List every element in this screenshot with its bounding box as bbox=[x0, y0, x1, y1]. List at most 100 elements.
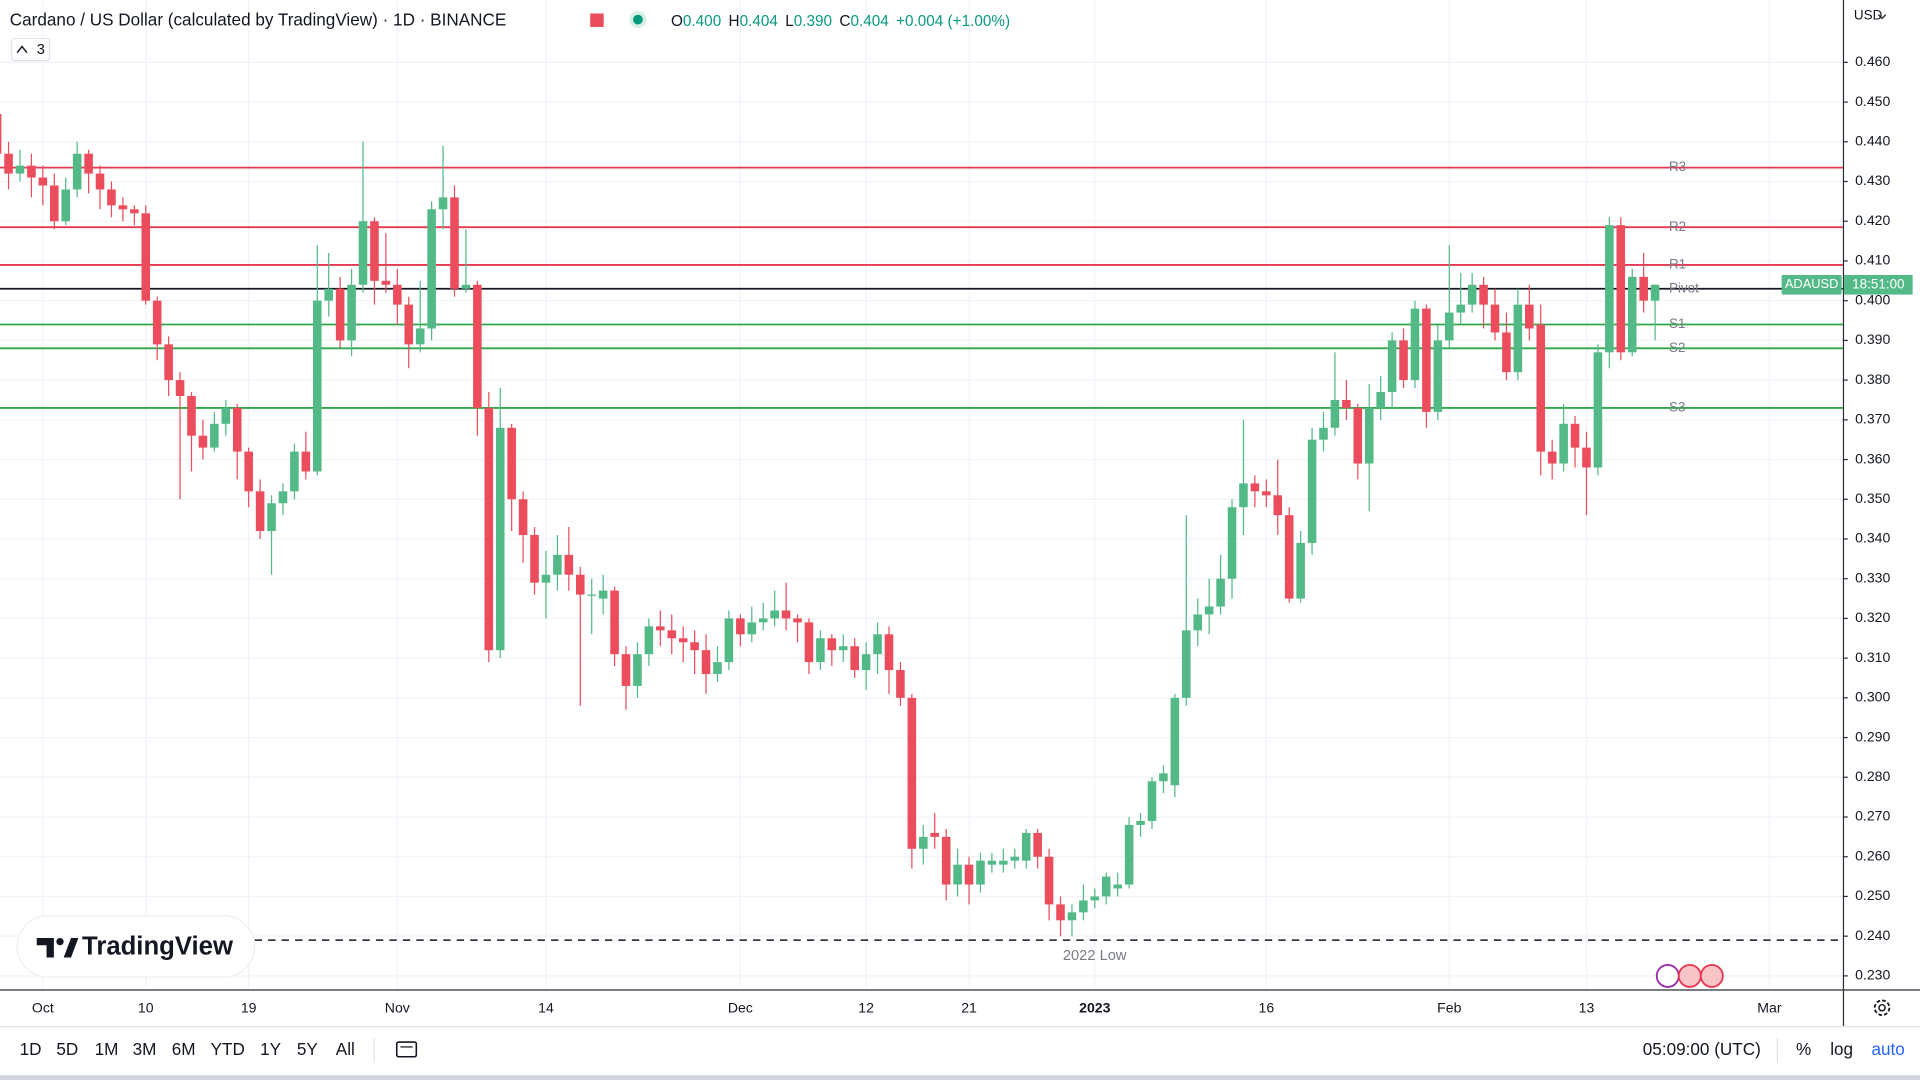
candle-body bbox=[701, 650, 711, 675]
candle-body bbox=[1479, 284, 1488, 305]
candle-body bbox=[1410, 308, 1420, 381]
countdown-tag bbox=[1844, 274, 1913, 295]
candle-body bbox=[713, 662, 722, 675]
pivot-label: S3 bbox=[1669, 399, 1685, 414]
settings-button[interactable] bbox=[1873, 999, 1891, 1017]
scale-button[interactable]: auto bbox=[1871, 1039, 1904, 1059]
candle-body bbox=[1227, 507, 1237, 579]
candle-body bbox=[1010, 856, 1020, 861]
candle-body bbox=[1582, 447, 1591, 468]
watermark: TradingView bbox=[16, 915, 256, 978]
y-tick-label: 0.260 bbox=[1855, 847, 1890, 863]
y-tick-label: 0.290 bbox=[1855, 728, 1890, 744]
candle-body bbox=[1330, 399, 1340, 428]
candle-body bbox=[930, 832, 940, 837]
candle-body bbox=[1307, 439, 1317, 543]
watermark-pill bbox=[16, 915, 256, 978]
y-tick-label: 0.320 bbox=[1855, 609, 1890, 625]
scale-button[interactable]: log bbox=[1830, 1039, 1853, 1059]
candle-body bbox=[152, 300, 162, 345]
y-tick-label: 0.440 bbox=[1855, 133, 1890, 149]
candles bbox=[0, 113, 1660, 937]
event-icon[interactable] bbox=[1699, 963, 1724, 988]
x-tick-label: Feb bbox=[1437, 1000, 1461, 1016]
candle-body bbox=[473, 284, 482, 408]
candle-body bbox=[1033, 832, 1042, 857]
candle-body bbox=[255, 491, 265, 532]
scale-button[interactable]: % bbox=[1796, 1039, 1811, 1059]
date-range-icon[interactable] bbox=[395, 1041, 418, 1058]
pivot-label: R1 bbox=[1669, 256, 1686, 271]
timeframe-button[interactable]: 1D bbox=[20, 1039, 42, 1059]
candle-body bbox=[1170, 697, 1180, 786]
chevron-icon bbox=[16, 45, 28, 54]
candle-body bbox=[1547, 451, 1557, 464]
candle-body bbox=[1090, 896, 1100, 901]
clock[interactable]: 05:09:00 (UTC) bbox=[1643, 1039, 1761, 1059]
candle-body bbox=[1353, 407, 1363, 464]
chart-title: Cardano / US Dollar (calculated by Tradi… bbox=[10, 9, 507, 29]
candle-body bbox=[61, 189, 71, 222]
legend-value: 0.390 bbox=[794, 13, 832, 30]
candle-body bbox=[450, 197, 459, 289]
candle-body bbox=[381, 280, 391, 285]
indicator-toggle[interactable] bbox=[11, 37, 51, 62]
market-closed-icon bbox=[590, 13, 604, 27]
candle-body bbox=[1387, 340, 1397, 393]
candle-body bbox=[793, 618, 802, 623]
candle-body bbox=[1204, 606, 1214, 615]
timeframe-button[interactable]: All bbox=[336, 1039, 355, 1059]
y-tick-label: 0.250 bbox=[1855, 887, 1890, 903]
candle-body bbox=[964, 864, 974, 885]
candle-body bbox=[873, 634, 882, 655]
candle-body bbox=[1525, 304, 1534, 329]
candle-body bbox=[953, 864, 962, 885]
y-tick-label: 0.390 bbox=[1855, 331, 1890, 347]
candle-body bbox=[4, 153, 13, 174]
timeframe-button[interactable]: YTD bbox=[211, 1039, 245, 1059]
timeframe-button[interactable]: 3M bbox=[133, 1039, 157, 1059]
legend-key: C bbox=[839, 13, 850, 30]
candle-body bbox=[610, 590, 619, 655]
candle-body bbox=[587, 594, 596, 596]
candle-body bbox=[575, 574, 585, 595]
candle-body bbox=[770, 610, 779, 619]
candle-body bbox=[541, 574, 551, 583]
y-tick-label: 0.400 bbox=[1855, 291, 1890, 307]
timeframe-button[interactable]: 1Y bbox=[260, 1039, 282, 1059]
candle-body bbox=[267, 503, 276, 532]
timeframe-button[interactable]: 5D bbox=[56, 1039, 78, 1059]
candle-body bbox=[1502, 332, 1511, 373]
candle-body bbox=[38, 177, 48, 186]
candle-body bbox=[427, 209, 436, 329]
candle-body bbox=[1273, 495, 1283, 516]
y-tick-label: 0.340 bbox=[1855, 530, 1890, 546]
currency-label[interactable]: USD bbox=[1854, 7, 1883, 22]
timeframe-button[interactable]: 5Y bbox=[297, 1039, 319, 1059]
candle-body bbox=[1147, 781, 1157, 821]
candle-body bbox=[72, 153, 82, 190]
event-icon[interactable] bbox=[1677, 963, 1702, 988]
legend-change: +0.004 (+1.00%) bbox=[896, 13, 1010, 30]
event-icons[interactable] bbox=[1655, 963, 1724, 988]
candle-body bbox=[1159, 773, 1168, 782]
timeframe-button[interactable]: 6M bbox=[172, 1039, 196, 1059]
candle-body bbox=[690, 642, 699, 651]
y-tick-label: 0.450 bbox=[1855, 93, 1890, 109]
pivot-label: Pivot bbox=[1669, 280, 1699, 295]
candle-body bbox=[1456, 304, 1465, 313]
legend-value: 0.400 bbox=[683, 13, 721, 30]
event-icon[interactable] bbox=[1655, 963, 1680, 988]
candle-body bbox=[278, 491, 288, 504]
candle-body bbox=[15, 165, 25, 174]
candle-body bbox=[507, 427, 516, 500]
x-tick-label: Dec bbox=[728, 1000, 753, 1016]
x-tick-label: 10 bbox=[138, 1000, 154, 1016]
candle-body bbox=[804, 622, 814, 663]
pivot-levels bbox=[0, 166, 1843, 941]
timeframe-button[interactable]: 1M bbox=[95, 1039, 119, 1059]
y-tick-label: 0.370 bbox=[1855, 411, 1890, 427]
candle-body bbox=[1021, 832, 1031, 861]
